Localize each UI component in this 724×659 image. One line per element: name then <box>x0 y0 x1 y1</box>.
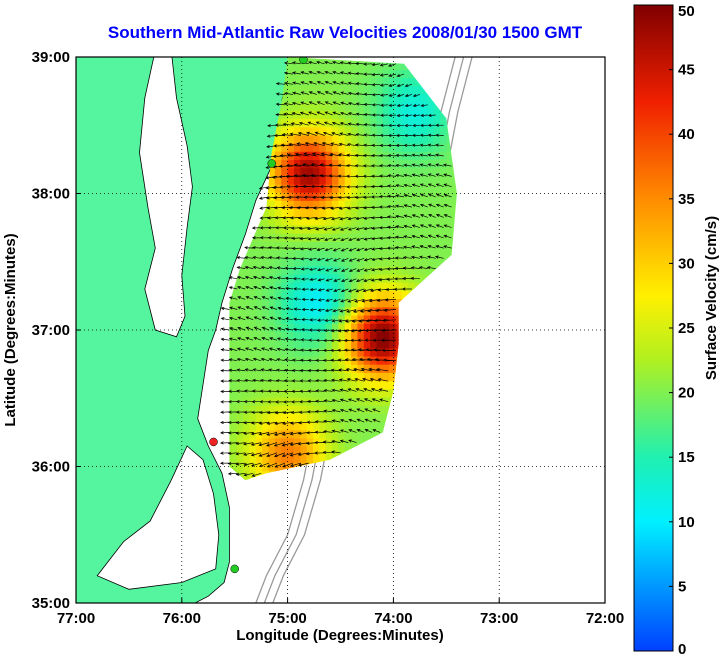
chart-title: Southern Mid-Atlantic Raw Velocities 200… <box>108 23 583 42</box>
colorbar-tick-label: 40 <box>678 126 695 143</box>
velocity-vectors <box>219 60 452 477</box>
station-marker <box>299 57 308 64</box>
colorbar-tick-label: 15 <box>678 449 695 466</box>
station-markers <box>209 57 308 574</box>
map-area <box>76 57 605 603</box>
colorbar-ticks: 0 5 10 15 20 25 30 35 40 45 50 <box>669 3 695 658</box>
y-tick-label: 39:00 <box>32 49 70 66</box>
station-marker <box>267 159 276 168</box>
x-tick-labels: 77:00 76:00 75:00 74:00 73:00 72:00 <box>57 598 624 627</box>
colorbar-tick-label: 20 <box>678 385 695 402</box>
colorbar-tick-label: 45 <box>678 62 695 79</box>
y-tick-labels: 39:00 38:00 37:00 36:00 35:00 <box>32 49 81 612</box>
colorbar-tick-label: 30 <box>678 255 695 272</box>
y-tick-label: 36:00 <box>32 459 70 476</box>
colorbar-label: Surface Velocity (cm/s) <box>703 216 720 380</box>
x-axis-label: Longitude (Degrees:Minutes) <box>236 627 444 644</box>
y-tick-label: 38:00 <box>32 186 70 203</box>
station-marker <box>209 437 218 447</box>
colorbar <box>633 4 674 652</box>
colorbar-tick-label: 10 <box>678 514 695 531</box>
colorbar-tick-label: 0 <box>678 641 686 658</box>
x-tick-label: 72:00 <box>586 610 624 627</box>
y-tick-label: 35:00 <box>32 595 70 612</box>
y-tick-label: 37:00 <box>32 322 70 339</box>
x-tick-label: 74:00 <box>374 610 412 627</box>
colorbar-tick-label: 50 <box>678 3 695 20</box>
x-tick-label: 73:00 <box>480 610 518 627</box>
pamlico-sound <box>96 445 220 590</box>
y-axis-label: Latitude (Degrees:Minutes) <box>2 233 19 426</box>
colorbar-tick-label: 5 <box>678 578 686 595</box>
x-tick-label: 76:00 <box>163 610 201 627</box>
colorbar-tick-label: 25 <box>678 320 695 337</box>
station-marker <box>230 564 239 574</box>
x-tick-label: 77:00 <box>57 610 95 627</box>
colorbar-tick-label: 35 <box>678 191 695 208</box>
grid-lines <box>76 57 605 603</box>
x-tick-label: 75:00 <box>268 610 306 627</box>
